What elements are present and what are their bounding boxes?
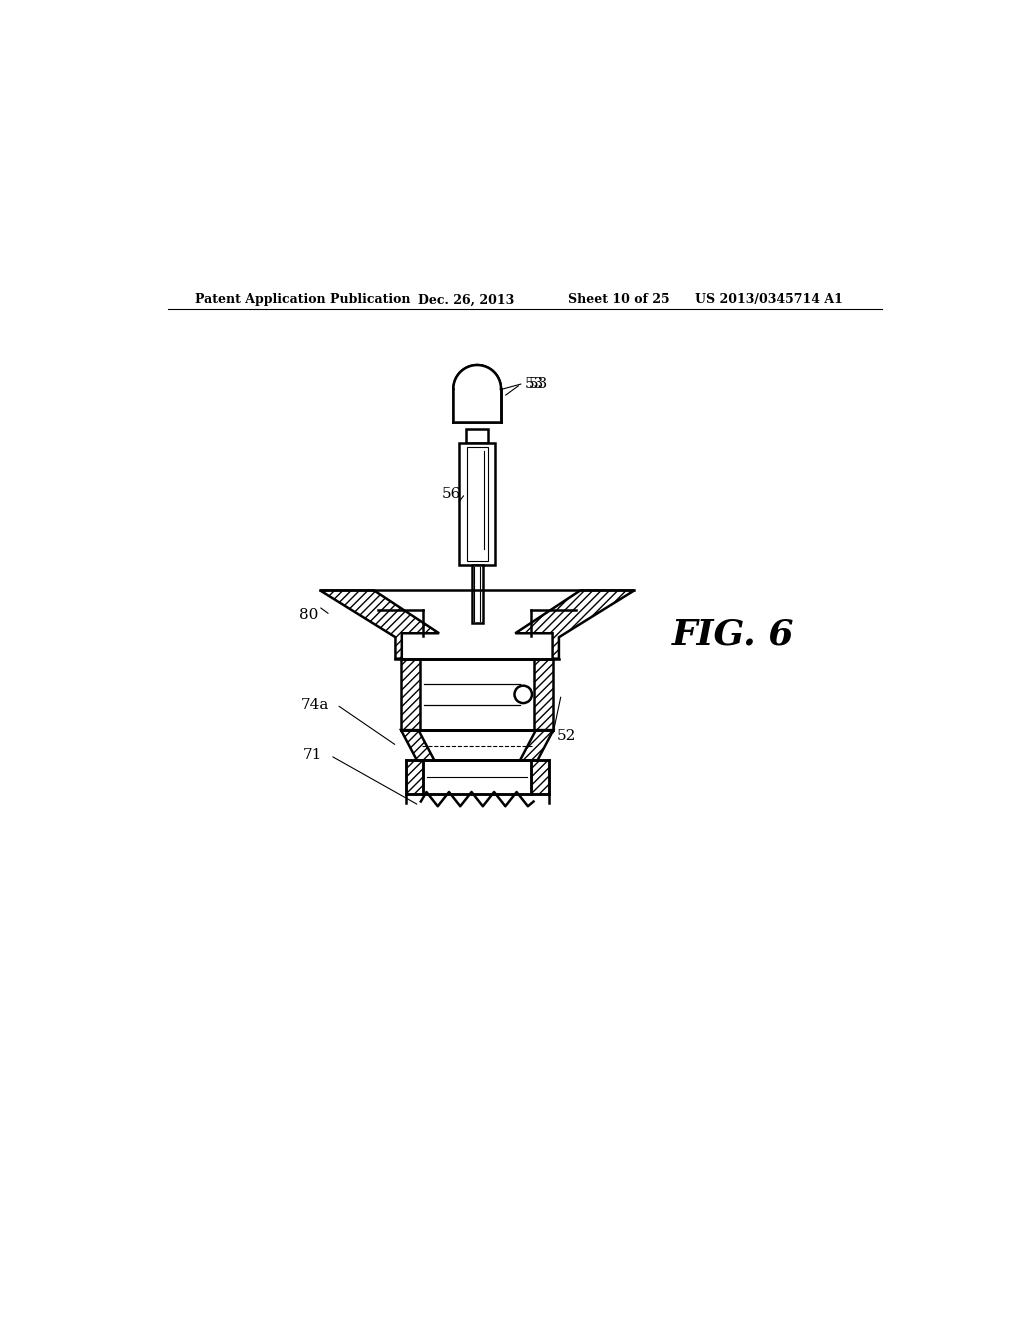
Text: 53: 53 <box>524 378 544 391</box>
Polygon shape <box>520 730 553 760</box>
Polygon shape <box>531 760 549 793</box>
Text: 71: 71 <box>303 748 322 763</box>
Polygon shape <box>321 590 439 659</box>
Text: 80: 80 <box>299 609 318 622</box>
Polygon shape <box>467 446 487 561</box>
Polygon shape <box>406 760 423 793</box>
Text: Patent Application Publication: Patent Application Publication <box>196 293 411 306</box>
Circle shape <box>514 685 531 704</box>
Polygon shape <box>466 429 488 442</box>
Polygon shape <box>535 659 553 730</box>
Text: US 2013/0345714 A1: US 2013/0345714 A1 <box>695 293 844 306</box>
Text: Sheet 10 of 25: Sheet 10 of 25 <box>568 293 670 306</box>
Text: 74a: 74a <box>301 698 330 711</box>
Polygon shape <box>454 366 501 422</box>
Polygon shape <box>472 565 482 623</box>
Polygon shape <box>515 590 634 659</box>
Text: 52: 52 <box>557 729 575 743</box>
Polygon shape <box>401 659 420 730</box>
Polygon shape <box>401 730 434 760</box>
Polygon shape <box>459 442 496 565</box>
Text: FIG. 6: FIG. 6 <box>672 618 795 652</box>
Text: Dec. 26, 2013: Dec. 26, 2013 <box>418 293 514 306</box>
Text: 56: 56 <box>441 487 461 500</box>
Text: 53: 53 <box>528 378 548 391</box>
